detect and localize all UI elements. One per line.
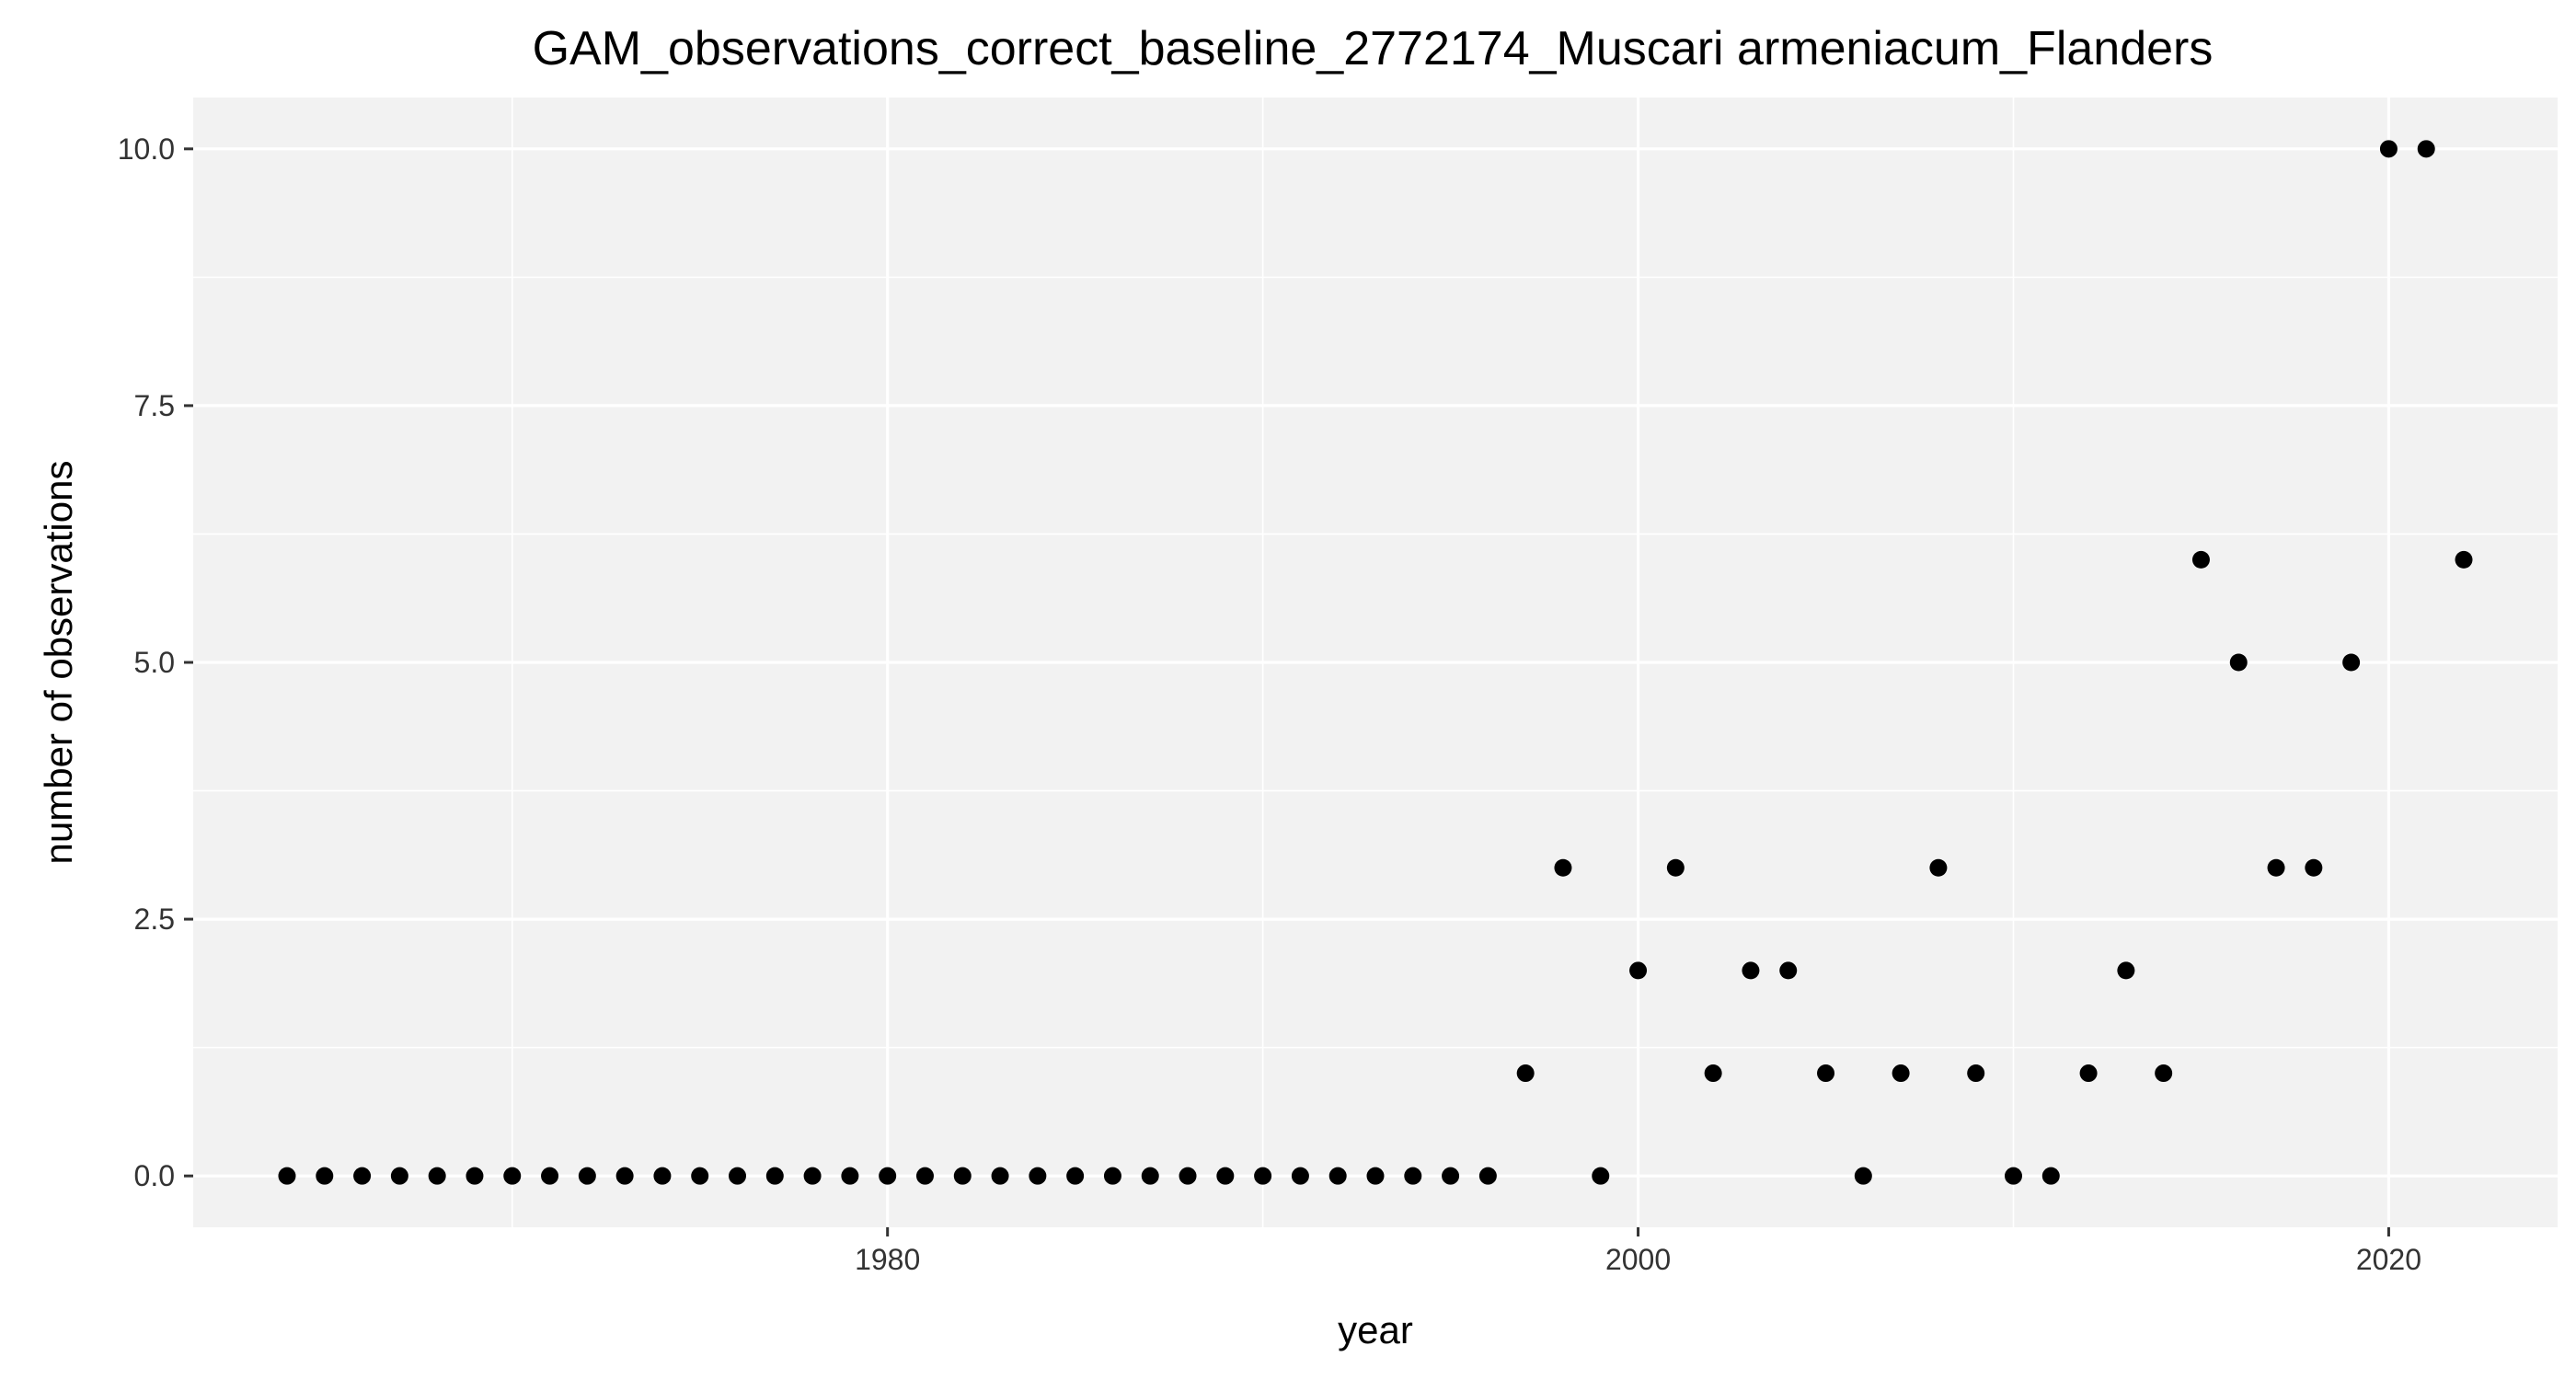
x-axis-title: year xyxy=(1338,1308,1413,1351)
data-point xyxy=(1179,1167,1197,1185)
data-point xyxy=(541,1167,559,1185)
data-point xyxy=(1404,1167,1422,1185)
data-point xyxy=(691,1167,709,1185)
data-point xyxy=(2117,961,2135,980)
data-point xyxy=(2417,140,2435,158)
data-point xyxy=(503,1167,522,1185)
data-point xyxy=(765,1167,784,1185)
data-point xyxy=(1967,1064,1985,1083)
data-point xyxy=(1366,1167,1385,1185)
data-point xyxy=(803,1167,822,1185)
data-point xyxy=(2229,653,2248,672)
data-point xyxy=(1629,961,1648,980)
data-point xyxy=(1592,1167,1610,1185)
data-point xyxy=(1291,1167,1309,1185)
x-tick-label: 2000 xyxy=(1605,1243,1671,1276)
data-point xyxy=(316,1167,334,1185)
data-point xyxy=(1516,1064,1535,1083)
data-point xyxy=(1929,858,1948,877)
data-point xyxy=(2342,653,2361,672)
data-point xyxy=(2305,858,2323,877)
data-point xyxy=(1817,1064,1835,1083)
data-point xyxy=(278,1167,296,1185)
data-point xyxy=(1854,1167,1872,1185)
data-point xyxy=(1554,858,1572,877)
data-point xyxy=(2191,550,2210,569)
data-point xyxy=(2379,140,2398,158)
data-point xyxy=(1216,1167,1235,1185)
data-point xyxy=(1704,1064,1722,1083)
data-point xyxy=(466,1167,484,1185)
data-point xyxy=(915,1167,934,1185)
y-tick-label: 7.5 xyxy=(134,389,175,422)
data-point xyxy=(1779,961,1798,980)
data-point xyxy=(1442,1167,1460,1185)
data-point xyxy=(991,1167,1009,1185)
data-point xyxy=(2267,858,2285,877)
y-tick-label: 2.5 xyxy=(134,903,175,936)
data-point xyxy=(729,1167,747,1185)
data-point xyxy=(1742,961,1760,980)
y-axis-title: number of observations xyxy=(37,461,80,865)
data-point xyxy=(1892,1064,1910,1083)
data-point xyxy=(615,1167,634,1185)
x-tick-label: 1980 xyxy=(855,1243,920,1276)
data-point xyxy=(2155,1064,2173,1083)
data-point xyxy=(1066,1167,1085,1185)
y-tick-label: 10.0 xyxy=(118,132,175,166)
y-axis: 0.0 2.5 5.0 7.5 10.0 xyxy=(118,132,193,1192)
x-tick-label: 2020 xyxy=(2356,1243,2421,1276)
data-point xyxy=(879,1167,897,1185)
y-tick-label: 0.0 xyxy=(134,1159,175,1192)
chart-title: GAM_observations_correct_baseline_277217… xyxy=(533,22,2214,75)
data-point xyxy=(1254,1167,1272,1185)
data-point xyxy=(1478,1167,1497,1185)
data-point xyxy=(390,1167,408,1185)
data-point xyxy=(841,1167,859,1185)
x-axis: 1980 2000 2020 xyxy=(855,1227,2421,1276)
data-point xyxy=(1328,1167,1347,1185)
data-point xyxy=(953,1167,972,1185)
data-points xyxy=(278,140,2473,1185)
data-point xyxy=(1666,858,1685,877)
data-point xyxy=(2079,1064,2098,1083)
data-point xyxy=(578,1167,596,1185)
data-point xyxy=(1103,1167,1121,1185)
data-point xyxy=(428,1167,446,1185)
data-point xyxy=(353,1167,372,1185)
data-point xyxy=(2455,550,2473,569)
y-tick-label: 5.0 xyxy=(134,646,175,679)
data-point xyxy=(2041,1167,2060,1185)
data-point xyxy=(653,1167,672,1185)
data-point xyxy=(1029,1167,1047,1185)
data-point xyxy=(2004,1167,2022,1185)
data-point xyxy=(1141,1167,1159,1185)
